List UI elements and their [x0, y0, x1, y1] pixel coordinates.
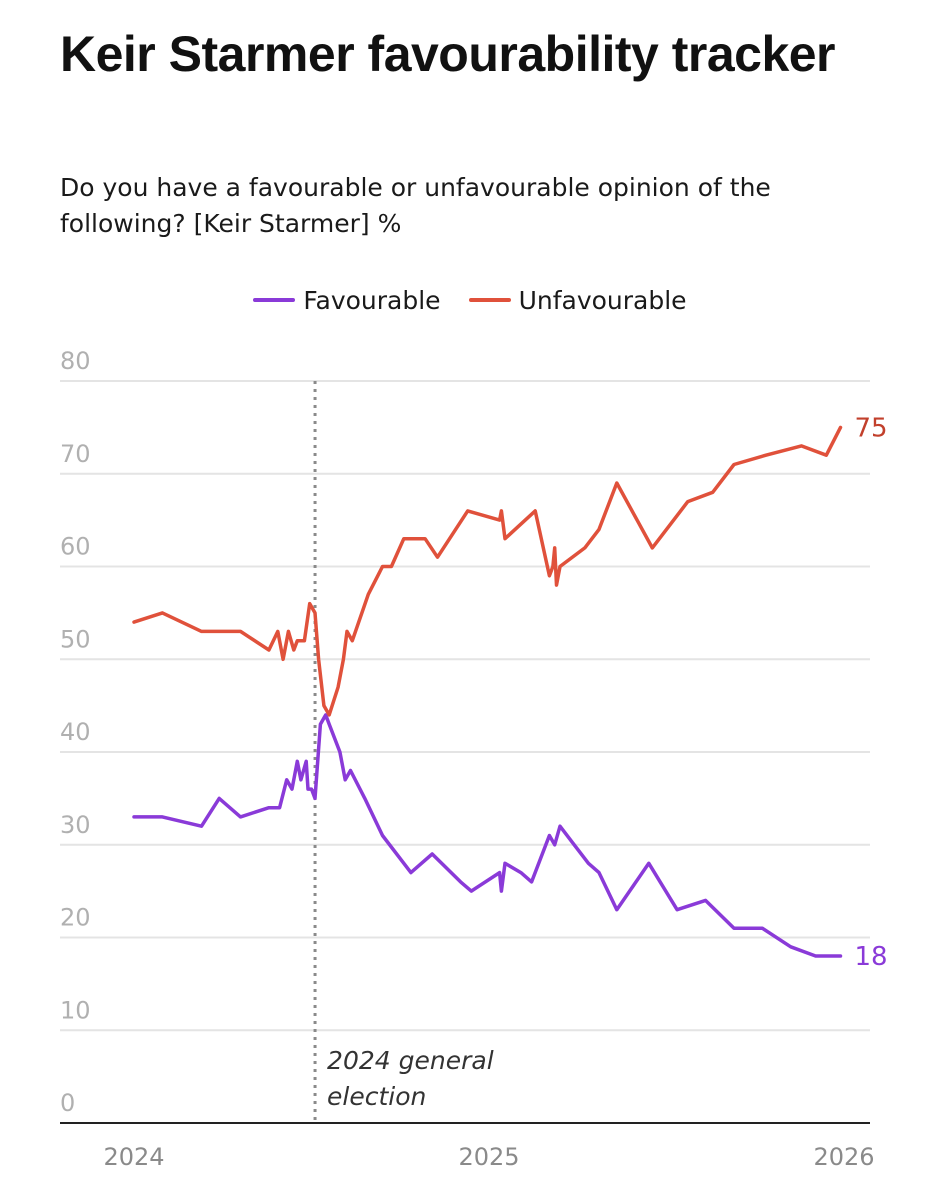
y-tick-label-10: 10: [60, 996, 91, 1024]
chart-subtitle: Do you have a favourable or unfavourable…: [60, 173, 771, 238]
y-tick-label-50: 50: [60, 625, 91, 653]
y-tick-label-0: 0: [60, 1089, 75, 1117]
series-line-unfavourable: [132, 425, 843, 717]
legend-label-unfavourable: Unfavourable: [518, 285, 687, 315]
x-tick-label-2024: 2024: [103, 1143, 164, 1171]
legend-swatch-favourable: [253, 298, 296, 302]
chart-title: Keir Starmer favourability tracker: [60, 26, 836, 82]
y-tick-label-60: 60: [60, 533, 91, 561]
legend: Favourable Unfavourable: [0, 280, 940, 320]
series-line-favourable: [132, 713, 843, 958]
legend-item-unfavourable: Unfavourable: [468, 285, 687, 315]
x-tick-label-2025: 2025: [458, 1143, 519, 1171]
y-tick-label-40: 40: [60, 718, 91, 746]
y-tick-label-70: 70: [60, 440, 91, 468]
y-tick-label-30: 30: [60, 811, 91, 839]
y-tick-label-20: 20: [60, 904, 91, 932]
end-label-unfavourable: 75: [854, 413, 887, 443]
x-tick-label-2026: 2026: [813, 1143, 874, 1171]
legend-label-favourable: Favourable: [303, 285, 441, 315]
end-label-favourable: 18: [854, 942, 887, 972]
election-annotation-line-1: 2024 general: [327, 1046, 494, 1075]
legend-swatch-unfavourable: [468, 298, 511, 302]
election-annotation-line-2: election: [327, 1082, 426, 1111]
y-tick-label-80: 80: [60, 347, 91, 375]
legend-item-favourable: Favourable: [253, 285, 441, 315]
